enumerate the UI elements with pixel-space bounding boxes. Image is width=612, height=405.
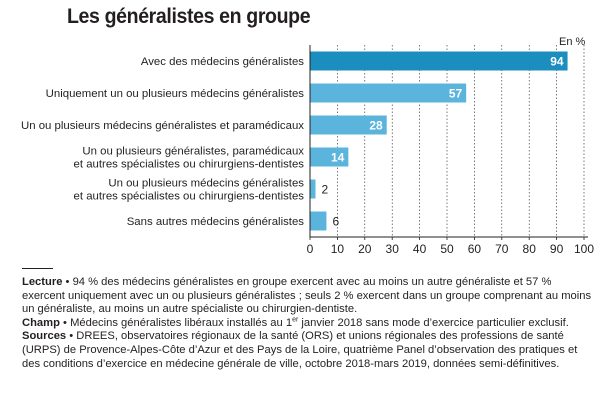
x-tick-label: 90 (550, 242, 564, 256)
category-label: Sans autres médecins généralistes (127, 216, 305, 228)
bullet: • (66, 330, 77, 343)
bar-value-label: 57 (449, 87, 463, 101)
bar-value-label: 14 (331, 151, 345, 165)
bullet: • (59, 316, 71, 329)
bar (310, 115, 387, 135)
chart-title: Les généralistes en groupe (67, 5, 311, 28)
bar-value-label: 2 (321, 183, 328, 197)
champ-superscript: er (292, 316, 299, 324)
lecture-label: Lecture (22, 276, 63, 288)
bar (310, 211, 327, 231)
x-tick-label: 10 (331, 242, 345, 256)
x-tick-label: 20 (358, 242, 372, 256)
x-tick-label: 60 (468, 242, 482, 256)
x-tick-label: 100 (574, 242, 594, 256)
bar-value-label: 28 (369, 119, 383, 133)
bar (310, 179, 316, 199)
category-label: Un ou plusieurs médecins généralistes (108, 178, 304, 190)
bullet: • (62, 276, 73, 288)
x-tick-label: 50 (440, 242, 454, 256)
x-tick-label: 30 (386, 242, 400, 256)
bar-value-label: 6 (332, 215, 339, 229)
champ-note: Champ • Médecins généralistes libéraux i… (22, 316, 592, 331)
unit-label: En % (559, 36, 586, 48)
bar-chart: 94 57 28 14 2 6 Avec des médecins généraliste… (21, 45, 594, 256)
champ-text: Médecins généralistes libéraux installés… (70, 316, 293, 329)
x-tick-label: 0 (307, 242, 314, 256)
champ-label: Champ (22, 316, 60, 329)
x-tick-label: 80 (523, 242, 537, 256)
category-label: et autres spécialistes ou chirurgiens-de… (74, 191, 305, 203)
sources-label: Sources (22, 330, 67, 343)
sources-note: Sources • DREES, observatoires régionaux… (22, 330, 592, 371)
bar (310, 51, 568, 71)
sources-text: DREES, observatoires régionaux de la san… (22, 330, 578, 370)
champ-text-end: janvier 2018 sans mode d’exercice partic… (298, 316, 569, 329)
category-label: et autres spécialistes ou chirurgiens-de… (74, 159, 305, 171)
notes-divider (22, 268, 53, 269)
bar (310, 83, 467, 103)
x-tick-label: 40 (413, 242, 427, 256)
category-label: Un ou plusieurs médecins généralistes et… (21, 120, 304, 132)
x-tick-label: 70 (495, 242, 509, 256)
lecture-note: Lecture • 94 % des médecins généralistes… (22, 276, 592, 317)
bar (310, 147, 349, 167)
category-label: Avec des médecins généralistes (141, 56, 304, 68)
chart-notes: Lecture • 94 % des médecins généralistes… (22, 276, 592, 371)
bar-value-label: 94 (550, 55, 564, 69)
category-label: Un ou plusieurs généralistes, paramédica… (82, 146, 304, 158)
category-label: Uniquement un ou plusieurs médecins géné… (46, 88, 305, 100)
lecture-text: 94 % des médecins généralistes en groupe… (22, 276, 592, 316)
